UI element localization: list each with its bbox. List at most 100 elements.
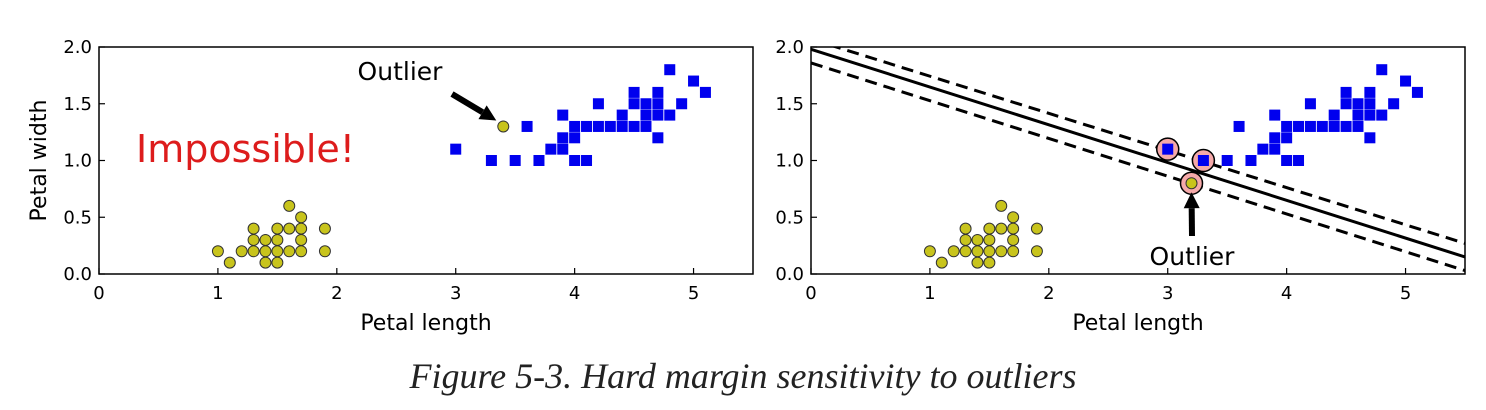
data-point-circle bbox=[971, 233, 984, 246]
data-point-circle bbox=[1185, 177, 1198, 190]
data-point-square bbox=[569, 120, 581, 132]
data-point-circle bbox=[295, 222, 308, 235]
y-tick-label: 0.0 bbox=[63, 264, 92, 285]
data-point-circle bbox=[271, 222, 284, 235]
y-tick-label: 1.5 bbox=[775, 94, 804, 115]
x-tick-label: 5 bbox=[688, 283, 699, 304]
data-point-circle bbox=[1007, 233, 1020, 246]
data-point-square bbox=[699, 86, 711, 98]
x-axis-label: Petal length bbox=[360, 311, 491, 336]
x-tick-label: 0 bbox=[93, 283, 104, 304]
data-point-square bbox=[628, 98, 640, 110]
data-point-square bbox=[628, 86, 640, 98]
data-point-circle bbox=[283, 245, 296, 258]
y-tick-label: 2.0 bbox=[63, 37, 92, 58]
data-point-square bbox=[1269, 132, 1281, 144]
data-point-square bbox=[604, 120, 616, 132]
data-point-circle bbox=[259, 233, 272, 246]
data-point-square bbox=[1328, 120, 1340, 132]
data-point-square bbox=[1281, 155, 1293, 166]
data-point-square bbox=[1316, 120, 1328, 132]
data-point-square bbox=[1352, 98, 1364, 110]
data-point-square bbox=[557, 132, 569, 144]
data-point-square bbox=[1352, 120, 1364, 132]
data-point-square bbox=[557, 143, 569, 155]
x-tick-label: 0 bbox=[805, 283, 816, 304]
data-point-square bbox=[1257, 143, 1269, 155]
data-point-square bbox=[1304, 98, 1316, 110]
data-point-square bbox=[1281, 132, 1293, 144]
data-point-square bbox=[652, 109, 664, 121]
data-point-square bbox=[569, 155, 581, 166]
impossible-annotation: Impossible! bbox=[136, 127, 355, 171]
x-tick-label: 5 bbox=[1400, 283, 1411, 304]
data-point-circle bbox=[247, 245, 260, 258]
data-point-circle bbox=[259, 256, 272, 269]
data-point-circle bbox=[995, 245, 1008, 258]
y-tick-label: 2.0 bbox=[775, 37, 804, 58]
data-point-circle bbox=[247, 233, 260, 246]
data-point-circle bbox=[983, 256, 996, 269]
data-point-square bbox=[616, 109, 628, 121]
data-point-circle bbox=[959, 222, 972, 235]
data-point-circle bbox=[271, 245, 284, 258]
right-chart: 0 1 2 3 4 5 0.0 0.5 1.0 1.5 2.0 Petal length Outlier bbox=[775, 37, 1466, 336]
data-point-square bbox=[664, 109, 676, 121]
decision-boundary-line bbox=[811, 47, 1465, 259]
data-point-square bbox=[1352, 109, 1364, 121]
data-point-square bbox=[1364, 86, 1376, 98]
data-point-square bbox=[581, 155, 593, 166]
data-point-square bbox=[592, 98, 604, 110]
data-point-square bbox=[1340, 98, 1352, 110]
data-point-circle bbox=[1007, 211, 1020, 224]
x-tick-label: 1 bbox=[212, 283, 223, 304]
data-point-square bbox=[509, 155, 521, 166]
data-point-square bbox=[1233, 120, 1245, 132]
data-point-square bbox=[1293, 155, 1305, 166]
data-point-circle bbox=[295, 211, 308, 224]
data-point-circle bbox=[1030, 222, 1043, 235]
data-point-circle bbox=[1030, 245, 1043, 258]
data-point-square bbox=[640, 109, 652, 121]
data-point-square bbox=[1364, 98, 1376, 110]
y-tick-label: 0.5 bbox=[775, 207, 804, 228]
y-tick-label: 1.5 bbox=[63, 94, 92, 115]
y-tick-label: 1.0 bbox=[63, 151, 92, 172]
data-point-square bbox=[521, 120, 533, 132]
figure-caption: Figure 5-3. Hard margin sensitivity to o… bbox=[409, 356, 1077, 396]
data-point-circle bbox=[295, 245, 308, 258]
data-point-square bbox=[1388, 98, 1400, 110]
data-point-square bbox=[1162, 143, 1174, 155]
margin-line bbox=[831, 47, 1465, 245]
data-point-square bbox=[569, 132, 581, 144]
data-point-square bbox=[557, 109, 569, 121]
data-point-circle bbox=[235, 245, 248, 258]
data-point-square bbox=[1411, 86, 1423, 98]
data-point-circle bbox=[959, 245, 972, 258]
y-tick-label: 0.5 bbox=[63, 207, 92, 228]
data-point-square bbox=[652, 86, 664, 98]
data-point-square bbox=[652, 132, 664, 144]
data-point-square bbox=[485, 155, 497, 166]
data-point-circle bbox=[211, 245, 224, 258]
x-tick-label: 3 bbox=[450, 283, 461, 304]
data-point-circle bbox=[247, 222, 260, 235]
y-axis-label: Petal width bbox=[27, 100, 52, 222]
data-point-square bbox=[1304, 120, 1316, 132]
data-point-square bbox=[1340, 86, 1352, 98]
x-tick-label: 3 bbox=[1162, 283, 1173, 304]
data-point-square bbox=[592, 120, 604, 132]
data-point-square bbox=[1293, 120, 1305, 132]
data-point-square bbox=[640, 120, 652, 132]
data-point-circle bbox=[318, 245, 331, 258]
data-point-circle bbox=[983, 245, 996, 258]
data-point-square bbox=[1400, 75, 1412, 87]
data-point-square bbox=[1281, 120, 1293, 132]
data-point-square bbox=[628, 120, 640, 132]
outlier-arrow bbox=[450, 91, 497, 121]
data-point-circle bbox=[935, 256, 948, 269]
data-point-square bbox=[676, 98, 688, 110]
margin-line bbox=[811, 61, 1465, 273]
data-point-square bbox=[450, 143, 462, 155]
